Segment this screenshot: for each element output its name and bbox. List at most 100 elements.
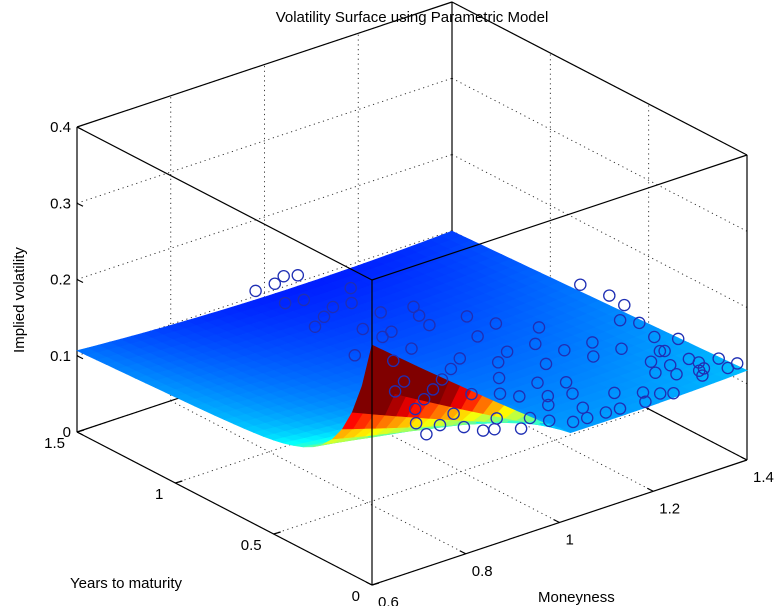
box-edge xyxy=(76,1,453,128)
x-axis-label: Moneyness xyxy=(538,589,615,606)
axis-ticks: 0 0.1 0.2 0.3 0.4 0 0.5 1 1.5 0.6 0.8 1 1.2 1.4 xyxy=(44,119,774,606)
grid-line xyxy=(451,77,748,232)
data-point xyxy=(542,414,556,427)
data-point xyxy=(576,401,590,414)
data-point xyxy=(514,422,528,435)
data-point xyxy=(408,402,422,416)
data-point xyxy=(409,416,423,430)
data-point xyxy=(542,398,555,412)
data-point xyxy=(513,390,526,403)
data-point xyxy=(531,376,544,389)
z-axis-label: Implied volatility xyxy=(11,247,28,353)
x-tick-mark xyxy=(553,518,560,524)
data-point xyxy=(453,352,467,365)
data-point xyxy=(493,387,507,400)
z-tick-label: 0 xyxy=(63,424,71,441)
z-tick-mark xyxy=(76,278,84,284)
data-point xyxy=(613,402,627,415)
data-point xyxy=(397,375,411,388)
data-point xyxy=(444,362,458,376)
x-tick-label: 1.4 xyxy=(753,469,774,486)
box-edge xyxy=(371,154,748,281)
data-point xyxy=(465,387,478,401)
y-tick-mark xyxy=(273,531,281,535)
market-data-points xyxy=(249,269,744,441)
data-point xyxy=(667,386,680,400)
data-point xyxy=(696,369,709,382)
data-point xyxy=(277,269,290,283)
data-point xyxy=(308,320,322,333)
data-point xyxy=(618,298,631,312)
y-axis-label: Years to maturity xyxy=(70,575,182,592)
x-tick-label: 0.6 xyxy=(378,594,399,606)
x-tick-label: 1 xyxy=(566,532,574,549)
data-point xyxy=(523,411,537,425)
x-tick-label: 0.8 xyxy=(472,563,493,580)
data-point xyxy=(317,310,331,324)
y-tick-label: 1.5 xyxy=(44,435,65,452)
data-point xyxy=(603,289,616,302)
data-point xyxy=(492,371,506,385)
data-point xyxy=(489,317,503,330)
y-tick-mark xyxy=(175,480,183,484)
data-point xyxy=(476,424,490,437)
x-tick-mark xyxy=(365,581,373,586)
box-edge xyxy=(76,126,373,281)
x-tick-mark xyxy=(740,456,748,461)
data-point xyxy=(636,386,650,399)
data-point xyxy=(608,386,621,400)
z-tick-label: 0.3 xyxy=(50,195,71,212)
data-point xyxy=(345,296,358,310)
data-point xyxy=(566,415,580,429)
z-tick-label: 0.1 xyxy=(50,348,71,365)
data-point xyxy=(500,345,514,358)
data-point xyxy=(356,322,370,336)
data-point xyxy=(644,355,658,368)
data-point xyxy=(491,356,505,369)
z-tick-label: 0.4 xyxy=(50,119,71,136)
data-point xyxy=(663,358,677,372)
grid-line xyxy=(76,77,453,204)
data-point xyxy=(653,344,667,358)
data-point xyxy=(433,418,447,432)
chart-title: Volatility Surface using Parametric Mode… xyxy=(276,9,549,26)
data-point xyxy=(658,344,671,358)
data-point xyxy=(541,389,555,403)
data-point xyxy=(639,395,652,409)
data-point xyxy=(529,337,542,351)
data-point xyxy=(420,427,433,441)
data-point xyxy=(387,354,400,368)
z-tick-mark xyxy=(76,202,84,207)
data-point xyxy=(558,343,571,357)
data-point xyxy=(426,383,440,396)
y-tick-label: 1 xyxy=(155,486,163,503)
data-point xyxy=(671,332,685,346)
grid-line xyxy=(76,154,453,280)
y-tick-label: 0.5 xyxy=(241,537,262,554)
data-point xyxy=(268,277,282,290)
data-point xyxy=(278,296,292,310)
data-point xyxy=(460,310,474,323)
grid-line xyxy=(76,230,453,357)
grid-line xyxy=(273,408,649,535)
data-point xyxy=(599,406,613,419)
data-point xyxy=(407,300,420,314)
data-point xyxy=(692,356,706,369)
data-point xyxy=(574,278,587,291)
data-point xyxy=(613,313,627,327)
z-tick-mark xyxy=(76,355,84,360)
z-tick-mark xyxy=(76,431,84,436)
data-point xyxy=(326,300,340,314)
data-point xyxy=(730,357,744,370)
data-point xyxy=(615,342,628,355)
data-point xyxy=(405,342,418,355)
box-edge xyxy=(451,1,748,156)
data-point xyxy=(580,411,594,425)
data-point xyxy=(376,330,389,344)
data-point xyxy=(388,385,402,398)
data-point xyxy=(344,281,357,295)
data-point xyxy=(566,387,579,400)
data-point xyxy=(412,309,426,322)
y-tick-label: 0 xyxy=(352,588,360,605)
z-tick-label: 0.2 xyxy=(50,272,71,289)
